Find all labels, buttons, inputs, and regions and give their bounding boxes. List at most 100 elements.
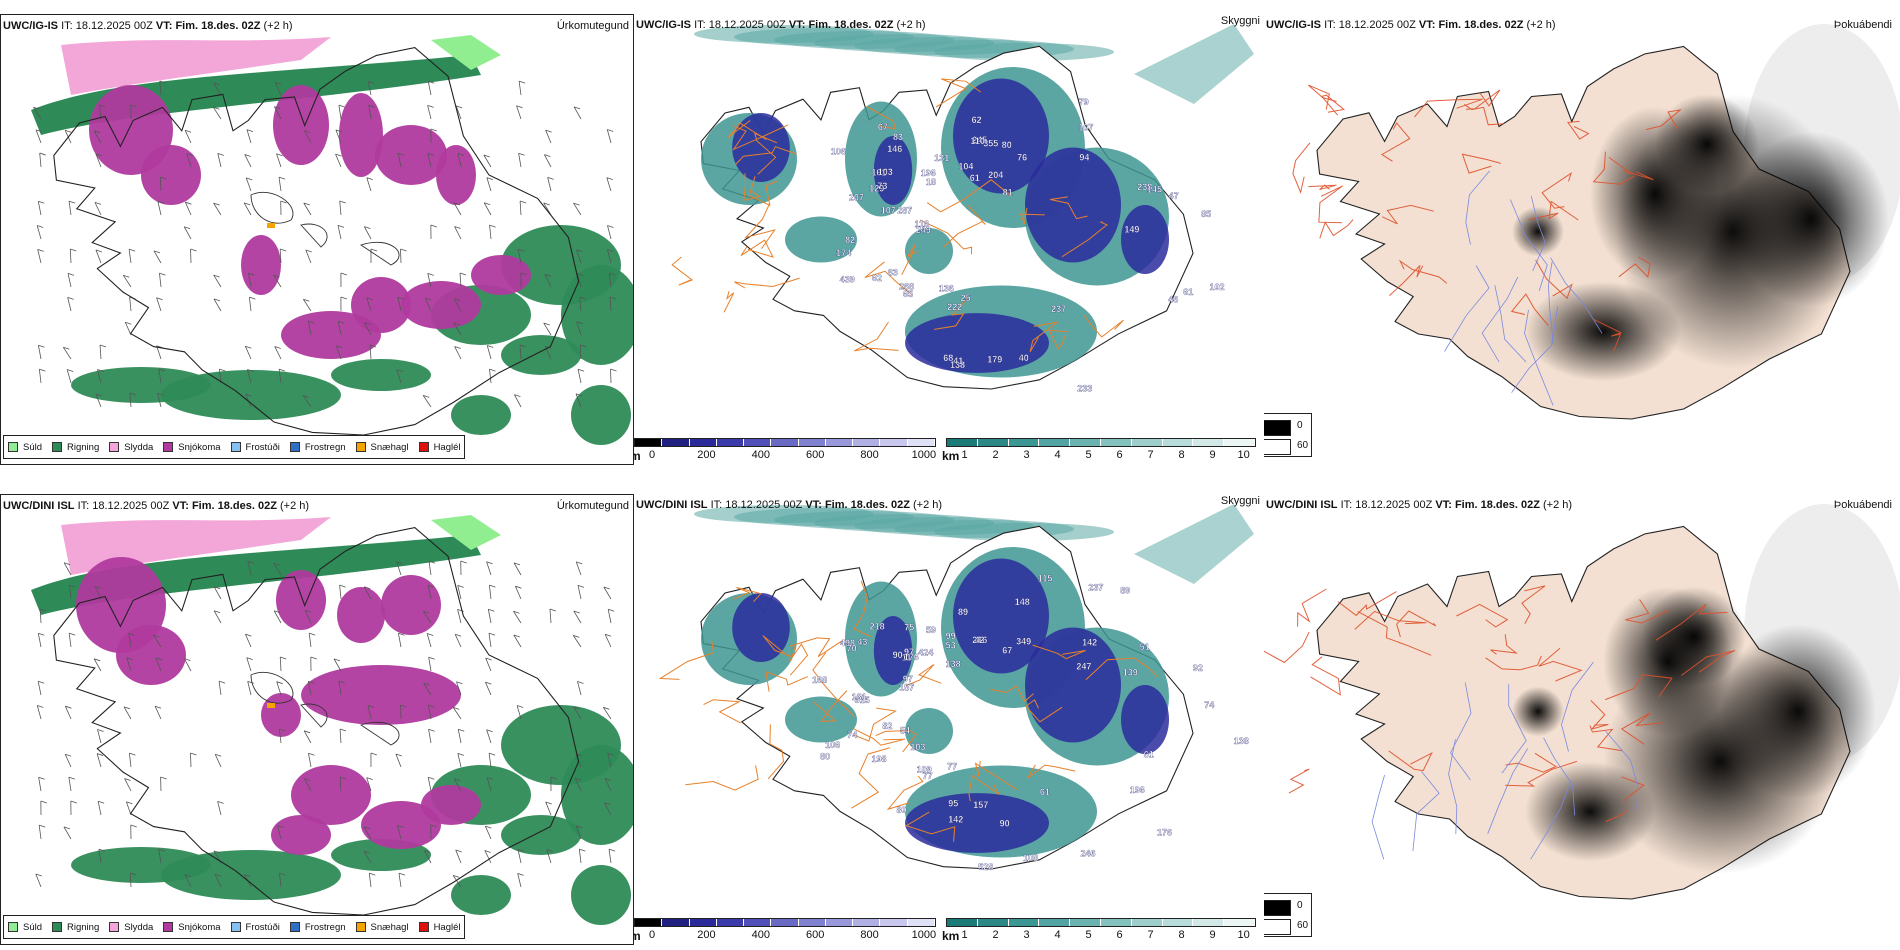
fog-label-0: 0 <box>1297 900 1303 911</box>
fog-index-low <box>1733 131 1889 307</box>
legend-item-7: Haglél <box>418 922 461 933</box>
colorbar-tick: 9 <box>1209 929 1216 941</box>
height-label: 68 <box>943 353 953 363</box>
fog-index-low <box>1655 94 1759 194</box>
colorbar-tick: 5 <box>1085 929 1092 941</box>
colorbar-cell <box>1131 919 1163 926</box>
height-label: 75 <box>904 623 914 633</box>
legend-item-6: Snæhagl <box>355 921 409 933</box>
fog-index-low <box>1512 686 1564 737</box>
colorbar-cell <box>716 919 745 926</box>
colorbar-cell <box>1162 919 1194 926</box>
glacier-outline <box>250 671 400 746</box>
precip-map <box>31 515 633 925</box>
colorbar-cell <box>1224 919 1255 926</box>
height-label: 103 <box>878 167 893 177</box>
height-label: 40 <box>1019 353 1029 363</box>
height-label: 61 <box>1144 750 1154 760</box>
high-terrain-area <box>905 793 1049 853</box>
height-label: 104 <box>958 162 973 172</box>
height-label: 67 <box>878 122 888 132</box>
legend-swatch <box>289 442 300 452</box>
panel-title: Skyggni <box>1220 495 1260 507</box>
colorbar-tick: 7 <box>1147 929 1154 941</box>
panel-title: Úrkomutegund <box>556 20 629 32</box>
height-label: 176 <box>1157 828 1172 838</box>
height-label: 11 <box>902 653 912 663</box>
vt-value: Fim. 18.des. 02Z <box>1454 499 1540 511</box>
legend-label: Rigning <box>67 921 100 933</box>
colorbar-unit: km <box>942 449 960 463</box>
colorbar-cell <box>880 919 908 926</box>
legend-swatch <box>8 442 18 452</box>
snow-area <box>301 665 461 725</box>
legend-swatch <box>289 922 300 932</box>
legend-item-4: Frostúði <box>230 441 280 453</box>
rain-area <box>561 745 633 845</box>
colorbar-unit: m <box>634 929 641 943</box>
height-label: 43 <box>857 637 867 647</box>
fog-label-60: 60 <box>1297 920 1309 931</box>
height-label: 54 <box>900 726 910 736</box>
colorbar-cell <box>977 919 1009 926</box>
colorbar-tick: 200 <box>697 449 716 461</box>
legend-label: Frostúði <box>245 441 280 453</box>
height-label: 355 <box>983 139 998 149</box>
height-label: 77 <box>947 762 957 772</box>
legend-swatch <box>52 922 63 932</box>
legend-label: Snæhagl <box>370 441 409 453</box>
colorbar-cell <box>947 919 978 926</box>
it-value: 18.12.2025 00Z <box>1338 19 1416 31</box>
panel-header: UWC/IG-IS IT: 18.12.2025 00Z VT: Fim. 18… <box>1 15 633 37</box>
colorbar-tick: 4 <box>1054 929 1061 941</box>
sea-visibility-streak <box>1134 504 1254 584</box>
lead-time: (+2 h) <box>896 19 926 31</box>
snow-pellet-spot <box>267 223 275 228</box>
colorbar-tick: 0 <box>649 929 656 941</box>
colorbar-tick: 1 <box>961 449 968 461</box>
legend-item-2: Slydda <box>109 922 153 933</box>
height-label: 76 <box>1017 152 1027 162</box>
legend-label: Snæhagl <box>370 921 409 933</box>
height-label: 67 <box>1002 645 1012 655</box>
legend-label: Snjókoma <box>178 441 221 453</box>
legend-item-4: Frostúði <box>230 922 280 933</box>
it-prefix: IT: <box>1340 499 1353 511</box>
height-label: 62 <box>972 115 982 125</box>
height-label: 218 <box>870 621 885 631</box>
colorbar-cell <box>1100 919 1132 926</box>
height-label: 61 <box>1183 287 1193 297</box>
visibility-panel-top: UWC/IG-IS IT: 18.12.2025 00Z VT: Fim. 18… <box>634 14 1264 465</box>
height-label: 142 <box>948 815 963 825</box>
rain-area <box>451 875 511 915</box>
height-label: 106 <box>831 146 846 156</box>
lead-time: (+2 h) <box>913 499 943 511</box>
height-label: 94 <box>1079 153 1089 163</box>
snow-area <box>381 575 441 635</box>
legend-swatch <box>52 442 63 452</box>
snow-area <box>339 93 383 177</box>
height-label: 79 <box>1079 97 1089 107</box>
height-label: 81 <box>1003 188 1013 198</box>
fog-swatch-0 <box>1264 420 1291 436</box>
snow-area <box>361 801 441 849</box>
rain-area <box>501 815 581 855</box>
colorbar-tick: 600 <box>806 449 825 461</box>
colorbar-cell <box>635 919 663 926</box>
drizzle-area <box>431 515 501 550</box>
model-label: UWC/DINI ISL <box>636 499 708 511</box>
high-terrain-area <box>732 593 790 662</box>
panel-header: UWC/DINI ISL IT: 18.12.2025 00Z VT: Fim.… <box>1264 494 1900 516</box>
legend-label: Frostregn <box>304 441 346 453</box>
height-label: 103 <box>910 742 925 752</box>
colorbar-tick: 400 <box>751 449 771 461</box>
colorbar-tick: 200 <box>697 929 716 941</box>
low-visibility-area <box>905 708 953 754</box>
colorbar-tick: 3 <box>1023 929 1030 941</box>
legend-swatch <box>109 442 120 452</box>
rain-area <box>331 359 431 391</box>
height-label: 268 <box>899 282 914 292</box>
legend-item-0: Súld <box>8 442 42 453</box>
legend-swatch <box>109 922 120 932</box>
snow-area <box>291 765 371 825</box>
